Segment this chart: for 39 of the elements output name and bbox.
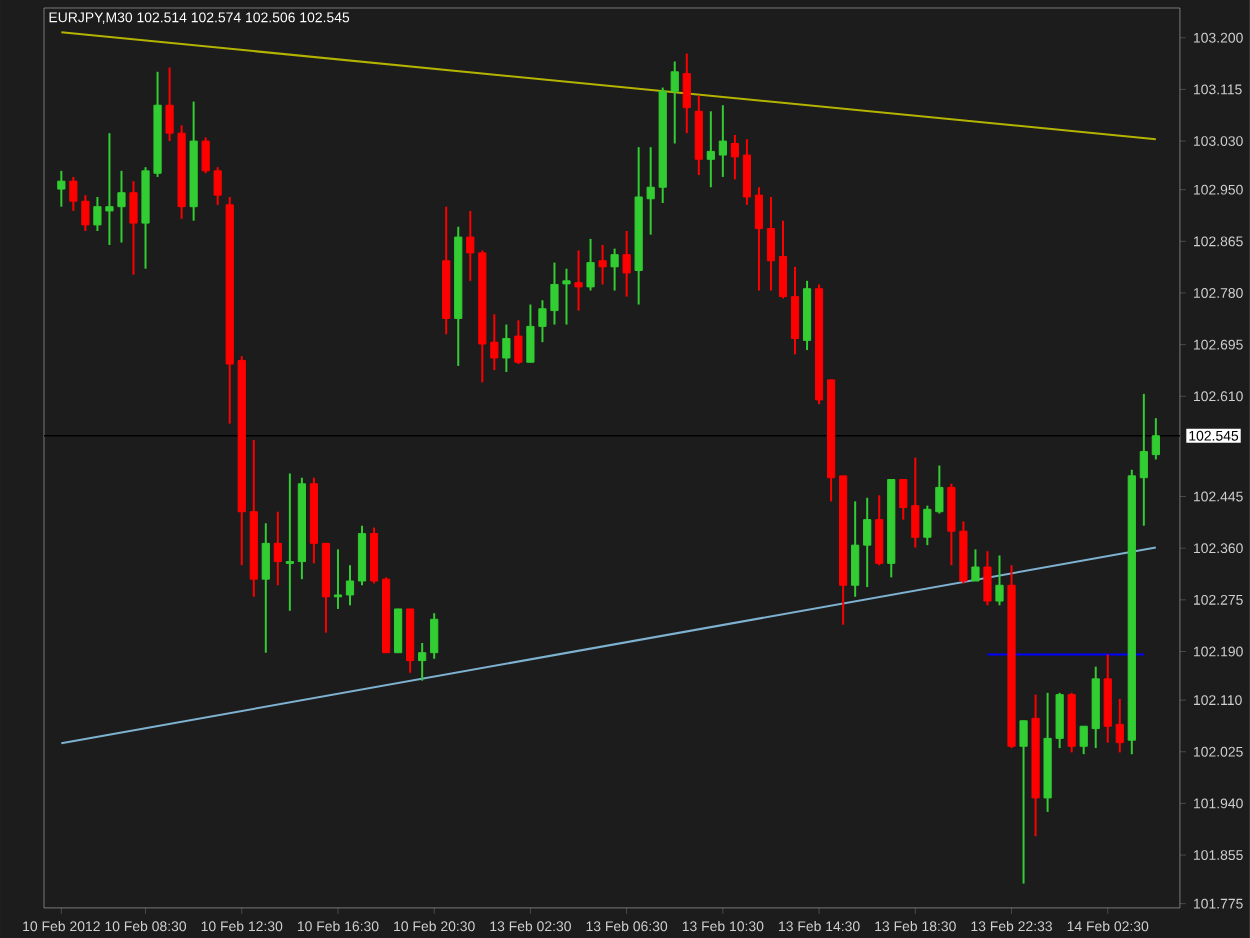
candlestick [369,526,379,585]
candlestick [57,169,66,208]
candlestick [1115,697,1124,754]
candlestick [261,522,270,654]
candlestick [598,244,607,286]
candlestick [357,524,367,587]
candlestick [682,52,691,135]
candlestick [622,230,631,298]
candlestick [129,180,138,276]
candlestick [418,642,427,682]
candlestick [995,554,1004,607]
candlestick [394,607,403,654]
candlestick [430,612,439,660]
candlestick [778,219,788,300]
candlestick [574,249,583,312]
candlestick [285,472,294,612]
candlestick [730,134,739,181]
candlestick [754,186,764,292]
candlestick [983,550,992,607]
candlestick [1151,417,1160,461]
candlestick [851,500,860,598]
candlestick [1019,719,1028,885]
candlestick [875,494,884,567]
candlestick [971,548,980,583]
candlestick [742,138,752,206]
candlestick [502,323,511,373]
candlestick [610,247,619,292]
candlestick [273,510,282,587]
candlestick [706,110,715,189]
candlestick [1139,392,1148,527]
candlestick [333,548,343,610]
candlestick [345,564,355,607]
candlestick [514,319,523,366]
candlestick [718,104,727,178]
candlestick [586,237,595,292]
candlestick [766,196,776,292]
candlestick [1103,653,1112,744]
candlestick [863,496,872,589]
candlestick [790,265,800,356]
